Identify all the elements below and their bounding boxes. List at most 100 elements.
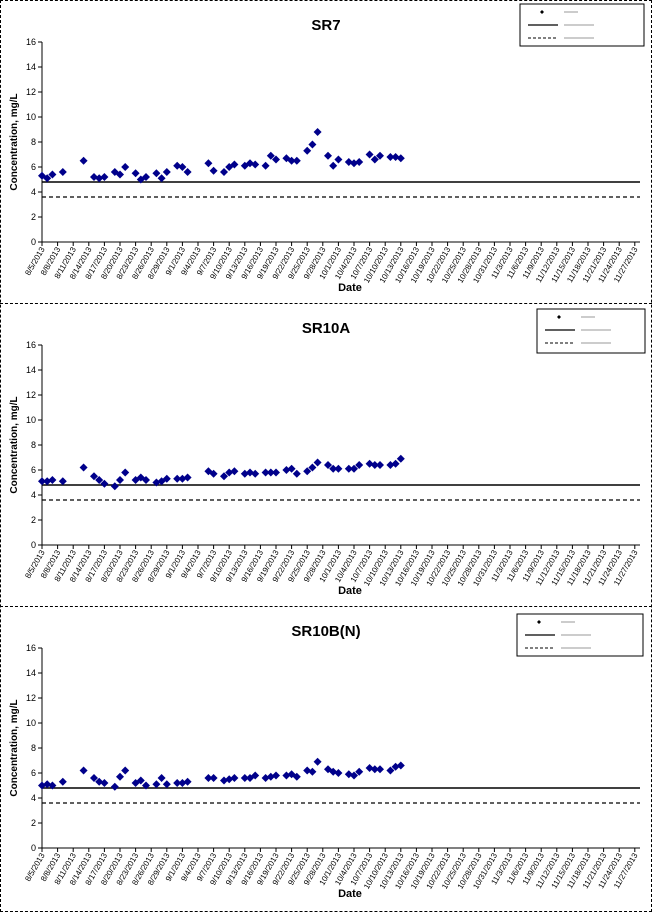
data-point xyxy=(79,463,88,472)
data-point xyxy=(313,128,322,136)
data-point xyxy=(90,774,98,782)
data-point xyxy=(116,772,124,781)
data-point xyxy=(355,461,364,469)
legend-marker-diamond xyxy=(557,315,561,319)
data-point xyxy=(116,170,124,179)
y-tick-label: 10 xyxy=(26,112,36,122)
data-point xyxy=(142,476,150,484)
data-point xyxy=(95,476,104,484)
data-point xyxy=(157,174,166,183)
legend-box xyxy=(536,308,646,354)
y-tick-label: 2 xyxy=(31,515,36,525)
chart-sr10bn: SR10B(N) 0 2 4 6 8 10 12 14 16 Concentration, mg/L… xyxy=(9,613,644,900)
data-point xyxy=(110,782,119,791)
frame-top xyxy=(0,0,652,1)
y-tick-label: 14 xyxy=(26,365,36,375)
data-point xyxy=(287,156,296,165)
chart-title: SR10B(N) xyxy=(291,623,360,640)
data-point xyxy=(334,464,343,473)
data-point xyxy=(391,459,400,468)
data-point xyxy=(110,482,119,491)
data-point xyxy=(329,161,338,170)
chart-title: SR10A xyxy=(302,320,351,337)
data-point xyxy=(121,468,130,477)
data-point xyxy=(272,771,280,780)
data-point xyxy=(370,461,379,469)
data-point xyxy=(209,774,218,782)
y-tick-label: 10 xyxy=(26,718,36,728)
chart-panel-sr7: SR7 0 2 4 6 8 10 12 14 16 Concentration, mg/L 8/5/2… xyxy=(0,0,652,303)
data-point xyxy=(209,166,218,175)
y-tick-label: 14 xyxy=(26,668,36,678)
y-tick-label: 0 xyxy=(31,540,36,550)
y-axis-label: Concentration, mg/L xyxy=(9,699,20,796)
data-point xyxy=(376,151,384,160)
data-point xyxy=(292,469,301,478)
data-point xyxy=(100,479,109,488)
data-point xyxy=(183,777,192,786)
y-tick-label: 2 xyxy=(31,818,36,828)
chart-title: SR7 xyxy=(311,17,340,34)
data-point xyxy=(48,170,57,179)
y-tick-label: 0 xyxy=(31,843,36,853)
data-point xyxy=(100,779,109,787)
y-tick-label: 12 xyxy=(26,390,36,400)
data-point xyxy=(344,464,353,473)
panel-divider xyxy=(0,606,652,607)
data-point xyxy=(142,173,150,181)
data-point xyxy=(43,174,52,183)
data-point xyxy=(386,153,395,161)
data-point xyxy=(292,156,301,165)
y-tick-label: 4 xyxy=(31,490,36,500)
data-point xyxy=(183,168,192,176)
data-point xyxy=(370,765,379,774)
y-tick-label: 12 xyxy=(26,693,36,703)
data-point xyxy=(152,169,161,178)
data-point xyxy=(220,168,228,176)
y-tick-label: 10 xyxy=(26,415,36,425)
y-tick-label: 0 xyxy=(31,237,36,247)
y-tick-label: 16 xyxy=(26,643,36,653)
y-tick-label: 8 xyxy=(31,743,36,753)
y-tick-label: 4 xyxy=(31,793,36,803)
data-point xyxy=(396,761,405,770)
data-point xyxy=(396,454,405,463)
data-point xyxy=(90,472,98,481)
data-point xyxy=(79,766,88,775)
data-point xyxy=(58,477,67,486)
y-tick-label: 6 xyxy=(31,465,36,475)
data-point xyxy=(58,777,67,786)
data-point xyxy=(251,160,260,169)
data-point xyxy=(355,767,364,776)
data-point xyxy=(157,774,166,782)
data-point xyxy=(121,766,130,775)
data-point xyxy=(303,467,312,476)
data-point xyxy=(386,766,395,775)
data-point xyxy=(116,476,124,484)
data-point xyxy=(313,757,322,766)
data-point xyxy=(220,472,228,481)
data-point xyxy=(266,468,275,477)
legend-marker-diamond xyxy=(540,10,544,14)
data-point xyxy=(209,469,218,478)
data-point xyxy=(58,168,67,176)
data-point xyxy=(162,780,171,789)
data-point xyxy=(230,774,239,782)
data-point xyxy=(365,150,374,159)
chart-panel-sr10b: SR10B(N) 0 2 4 6 8 10 12 14 16 Concentration, mg/L… xyxy=(0,606,652,912)
data-point xyxy=(131,169,140,178)
data-point xyxy=(136,776,145,785)
data-point xyxy=(48,476,57,484)
data-point xyxy=(376,765,384,774)
data-point xyxy=(313,458,322,467)
y-tick-label: 6 xyxy=(31,162,36,172)
x-axis-label: Date xyxy=(338,888,362,900)
data-point xyxy=(287,464,296,473)
data-point xyxy=(230,160,239,169)
data-point xyxy=(121,163,130,171)
data-point xyxy=(230,467,239,476)
data-point xyxy=(204,159,213,168)
data-point xyxy=(48,781,57,790)
y-tick-label: 2 xyxy=(31,212,36,222)
